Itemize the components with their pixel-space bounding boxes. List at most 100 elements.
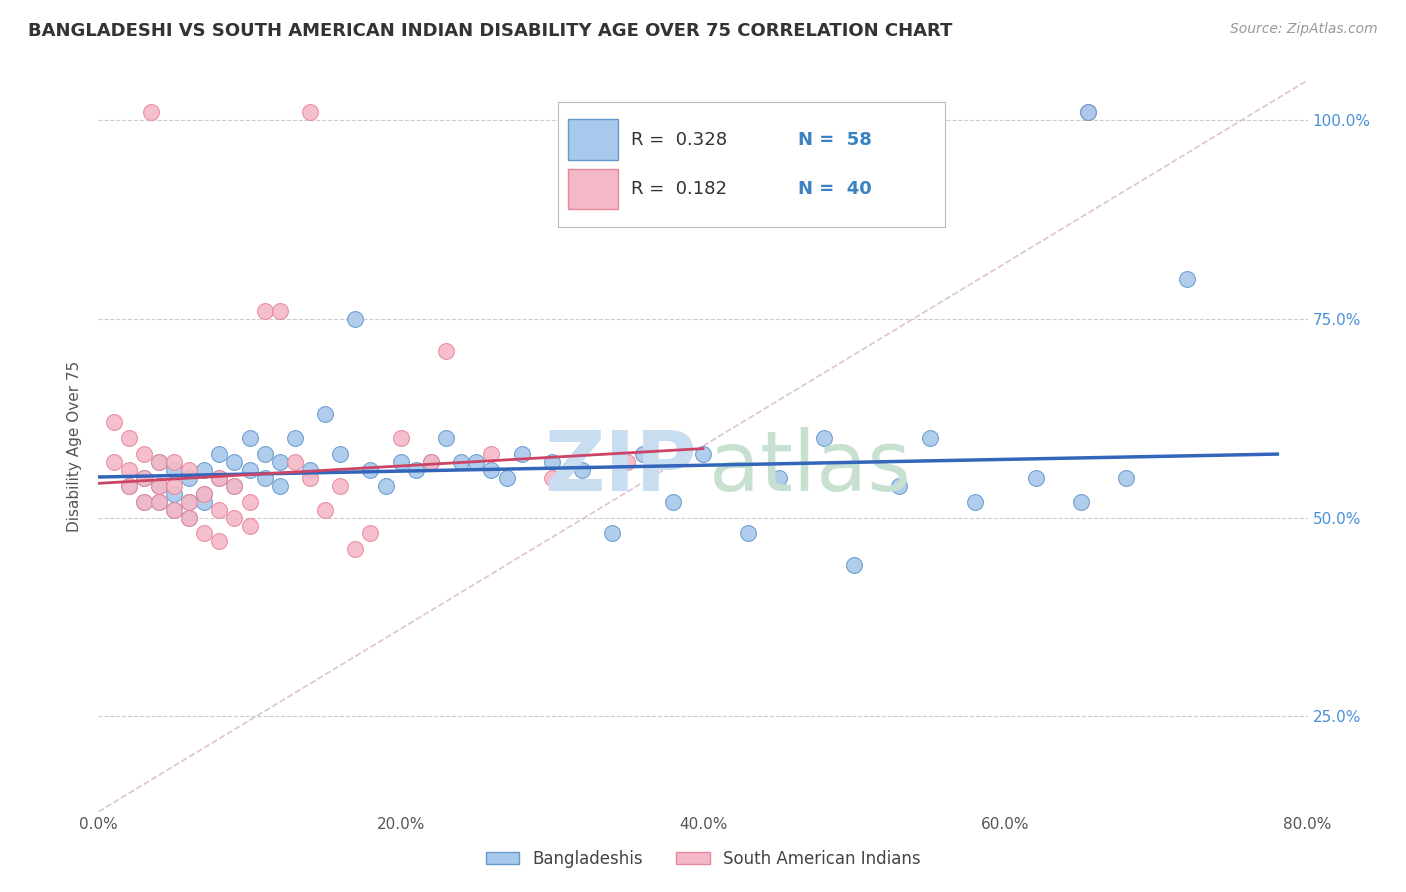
Text: ZIP: ZIP: [544, 427, 697, 508]
Point: [179, 510, 201, 524]
Point: [360, 526, 382, 541]
Point: [224, 479, 246, 493]
Point: [540, 471, 562, 485]
Point: [450, 455, 472, 469]
Point: [118, 479, 141, 493]
Point: [1077, 105, 1099, 120]
Point: [148, 494, 170, 508]
Point: [163, 502, 186, 516]
Point: [132, 494, 155, 508]
Point: [768, 471, 790, 485]
Point: [193, 463, 215, 477]
Point: [813, 431, 835, 445]
Point: [616, 455, 638, 469]
Text: atlas: atlas: [709, 427, 911, 508]
Point: [163, 486, 186, 500]
Point: [844, 558, 866, 573]
Point: [420, 455, 443, 469]
Point: [1024, 471, 1046, 485]
Point: [495, 471, 517, 485]
Point: [661, 494, 683, 508]
Point: [1077, 105, 1099, 120]
Point: [889, 479, 911, 493]
Point: [434, 431, 457, 445]
Point: [163, 502, 186, 516]
Text: BANGLADESHI VS SOUTH AMERICAN INDIAN DISABILITY AGE OVER 75 CORRELATION CHART: BANGLADESHI VS SOUTH AMERICAN INDIAN DIS…: [28, 22, 952, 40]
Point: [284, 431, 307, 445]
Point: [269, 455, 291, 469]
Point: [669, 105, 692, 120]
Point: [239, 463, 262, 477]
Point: [481, 463, 503, 477]
Point: [193, 486, 215, 500]
Point: [148, 479, 170, 493]
Point: [208, 447, 231, 461]
Point: [329, 447, 352, 461]
Point: [253, 471, 276, 485]
Point: [965, 494, 987, 508]
Point: [540, 455, 562, 469]
Point: [103, 455, 125, 469]
Point: [193, 494, 215, 508]
Point: [593, 105, 616, 120]
Point: [692, 447, 714, 461]
Point: [389, 455, 412, 469]
Point: [314, 407, 336, 421]
Point: [434, 343, 457, 358]
Point: [179, 510, 201, 524]
Point: [253, 447, 276, 461]
Point: [737, 526, 759, 541]
Point: [389, 431, 412, 445]
Point: [314, 502, 336, 516]
Point: [420, 455, 443, 469]
Point: [208, 471, 231, 485]
Point: [224, 479, 246, 493]
Point: [284, 455, 307, 469]
Point: [179, 463, 201, 477]
Point: [239, 431, 262, 445]
Point: [593, 105, 616, 120]
Point: [299, 105, 322, 120]
Point: [141, 105, 163, 120]
Point: [132, 447, 155, 461]
Point: [1175, 272, 1198, 286]
Point: [510, 447, 533, 461]
Point: [193, 526, 215, 541]
Point: [1070, 494, 1092, 508]
Point: [918, 431, 941, 445]
Point: [163, 479, 186, 493]
Point: [148, 455, 170, 469]
Point: [132, 494, 155, 508]
Point: [148, 494, 170, 508]
Point: [132, 471, 155, 485]
Point: [179, 471, 201, 485]
Point: [1115, 471, 1137, 485]
Point: [239, 518, 262, 533]
Point: [208, 471, 231, 485]
Point: [118, 463, 141, 477]
Point: [374, 479, 396, 493]
Point: [602, 526, 624, 541]
Point: [465, 455, 488, 469]
Point: [299, 471, 322, 485]
Point: [132, 471, 155, 485]
Point: [299, 463, 322, 477]
Point: [405, 463, 427, 477]
Point: [179, 494, 201, 508]
Point: [208, 534, 231, 549]
Point: [631, 447, 654, 461]
Text: Source: ZipAtlas.com: Source: ZipAtlas.com: [1230, 22, 1378, 37]
Point: [481, 447, 503, 461]
Point: [118, 479, 141, 493]
Point: [239, 494, 262, 508]
Point: [118, 431, 141, 445]
Point: [669, 105, 692, 120]
Point: [360, 463, 382, 477]
Point: [269, 479, 291, 493]
Point: [193, 486, 215, 500]
Point: [179, 494, 201, 508]
Point: [344, 311, 367, 326]
Point: [103, 415, 125, 429]
Point: [224, 510, 246, 524]
Point: [344, 542, 367, 557]
